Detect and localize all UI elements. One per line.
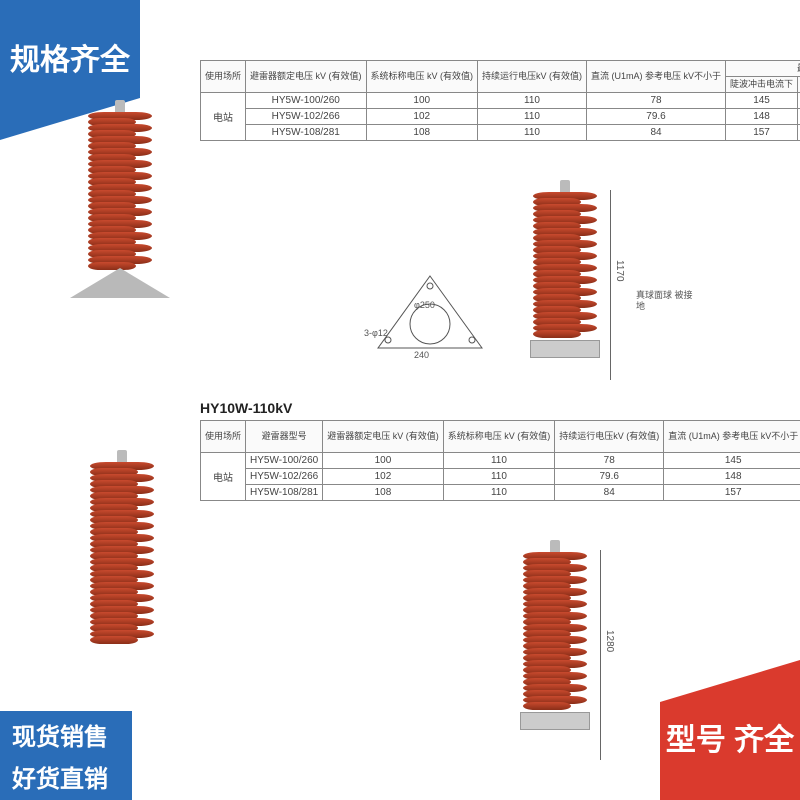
table-cell: 110 [478, 124, 587, 140]
spec-table-1: 使用场所避雷器额定电压 kV (有效值)系统标称电压 kV (有效值)持续运行电… [200, 60, 800, 141]
table-cell: 110 [443, 484, 555, 500]
table-cell: 78 [587, 92, 726, 108]
table-cell: 84 [555, 484, 664, 500]
col-header: 直流 (U1mA) 参考电压 kV不小于 [664, 421, 800, 453]
table-cell: 157 [726, 124, 798, 140]
bolt-circle-label: φ250 [414, 300, 435, 310]
section-1: 使用场所避雷器额定电压 kV (有效值)系统标称电压 kV (有效值)持续运行电… [0, 60, 800, 390]
table-cell: 100 [366, 92, 478, 108]
table-row: HY5W-102/26610211079.6148297266226 [201, 108, 800, 124]
table-row: HY5W-102/26610211079.6148297266226 [201, 468, 800, 484]
table-cell: HY5W-102/266 [246, 468, 323, 484]
square-base-icon [530, 340, 600, 358]
table-cell: HY5W-108/281 [246, 124, 367, 140]
hole-label: 3-φ12 [364, 328, 388, 338]
table-cell: 148 [664, 468, 800, 484]
table-cell: 84 [587, 124, 726, 140]
table-cell: 电站 [201, 452, 246, 500]
table-row: HY5W-108/28110811084157315281239 [201, 484, 800, 500]
table-cell: 79.6 [555, 468, 664, 484]
table-cell: 100 [323, 452, 444, 468]
table-cell: HY5W-102/266 [246, 108, 367, 124]
col-header: 系统标称电压 kV (有效值) [443, 421, 555, 453]
col-subheader: 陡波冲击电流下 [726, 76, 798, 92]
table-cell: 108 [366, 124, 478, 140]
table-cell: HY5W-100/260 [246, 452, 323, 468]
col-header: 避雷器型号 [246, 421, 323, 453]
col-header: 直流 (U1mA) 参考电压 kV不小于 [587, 61, 726, 93]
table-cell: 157 [664, 484, 800, 500]
col-header: 系统标称电压 kV (有效值) [366, 61, 478, 93]
product-illustration-1 [70, 100, 170, 298]
spec-table-2: 使用场所避雷器型号避雷器额定电压 kV (有效值)系统标称电压 kV (有效值)… [200, 420, 800, 501]
col-header: 避雷器额定电压 kV (有效值) [246, 61, 367, 93]
table-row: HY5W-108/28110811084157315281239 [201, 124, 800, 140]
table-cell: 110 [478, 92, 587, 108]
dimension-drawing-1 [530, 180, 600, 358]
table-cell: 79.6 [587, 108, 726, 124]
banner-direct-sale: 好货直销 [0, 753, 132, 800]
base-plan-sketch: φ250 3-φ12 240 [370, 270, 490, 362]
table-cell: HY5W-108/281 [246, 484, 323, 500]
col-header: 持续运行电压kV (有效值) [478, 61, 587, 93]
table-cell: 145 [726, 92, 798, 108]
dim-line-vertical [600, 550, 601, 760]
col-header: 避雷器额定电压 kV (有效值) [323, 421, 444, 453]
table-cell: 110 [443, 468, 555, 484]
table-row: 电站HY5W-100/26010011078145291260221400655… [201, 92, 800, 108]
base-width-label: 240 [414, 350, 429, 360]
table-row: 电站HY5W-100/26010011078145291260221601005… [201, 452, 800, 468]
table-cell: 110 [443, 452, 555, 468]
table-cell: 110 [478, 108, 587, 124]
section-2: HY10W-110kV 使用场所避雷器型号避雷器额定电压 kV (有效值)系统标… [0, 400, 800, 760]
dim-line-vertical [610, 190, 611, 380]
table-cell: 108 [323, 484, 444, 500]
col-header: 使用场所 [201, 421, 246, 453]
triangle-base-icon [70, 268, 170, 298]
col-header: 持续运行电压kV (有效值) [555, 421, 664, 453]
section-2-title: HY10W-110kV [200, 400, 292, 416]
table-cell: 102 [323, 468, 444, 484]
dim-height-label-2: 1280 [604, 630, 615, 652]
table-cell: 148 [726, 108, 798, 124]
table-cell: HY5W-100/260 [246, 92, 367, 108]
col-header: 使用场所 [201, 61, 246, 93]
square-base-icon [520, 712, 590, 730]
product-illustration-2 [90, 450, 154, 644]
dimension-drawing-2 [520, 540, 590, 730]
grounding-note: 真球面球 被接地 [636, 290, 696, 312]
table-cell: 电站 [201, 92, 246, 140]
table-cell: 78 [555, 452, 664, 468]
table-cell: 102 [366, 108, 478, 124]
table-cell: 145 [664, 452, 800, 468]
dim-height-label: 1170 [614, 260, 625, 282]
col-header: 最大残压kV (峰值) [726, 61, 800, 77]
